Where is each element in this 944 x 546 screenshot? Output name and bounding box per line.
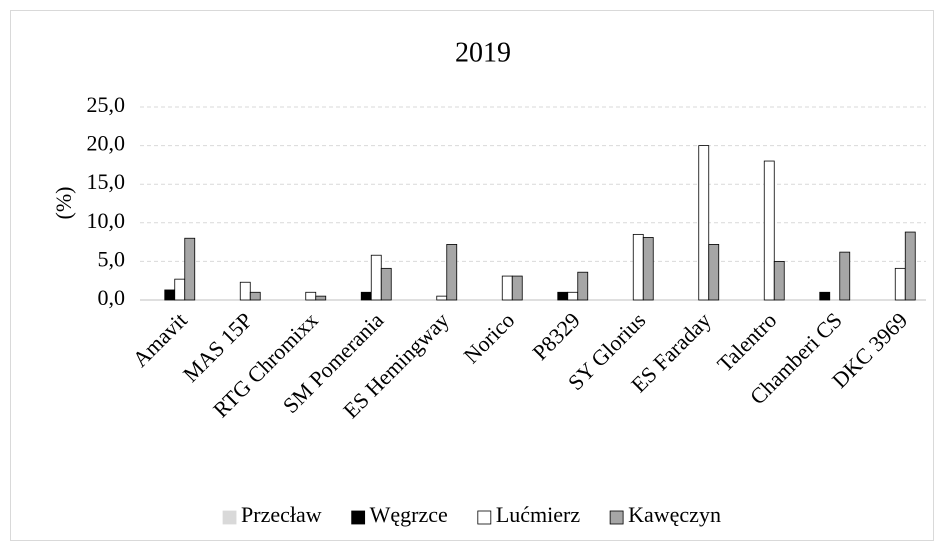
bar [642,237,654,301]
bar [305,291,317,301]
bar [174,278,186,301]
bar [567,291,579,301]
bar [501,275,513,301]
bar [819,291,831,301]
y-axis-label: (%) [51,187,76,220]
legend-label: Przecław [241,502,322,527]
bar [839,251,851,301]
bar [698,145,710,301]
bar [184,237,196,301]
bar [511,275,523,301]
y-tick-label: 5,0 [98,246,126,271]
bar [577,271,589,301]
bar [773,260,785,301]
bar [763,160,775,301]
bar [446,244,458,301]
bar [164,289,176,301]
legend-swatch [351,510,366,525]
chart-title: 2019 [455,37,511,68]
legend-label: Kawęczyn [628,502,721,527]
bar [239,281,251,301]
bar [249,291,261,301]
y-tick-label: 15,0 [87,169,126,194]
legend-swatch [609,510,624,525]
legend-swatch [477,510,492,525]
chart-frame [10,10,934,541]
bar [557,291,569,301]
bar [380,267,392,301]
legend-swatch [222,510,237,525]
y-tick-label: 20,0 [87,131,126,156]
bar [904,231,916,301]
legend-label: Węgrzce [370,502,448,527]
bar [894,267,906,301]
bar [708,244,720,301]
bar [370,254,382,301]
y-tick-label: 10,0 [87,208,126,233]
y-tick-label: 0,0 [98,285,126,310]
bar [436,295,448,301]
bar [315,295,327,301]
bar [632,233,644,301]
bar [360,291,372,301]
y-tick-label: 25,0 [87,92,126,117]
legend-label: Lućmierz [496,502,581,527]
